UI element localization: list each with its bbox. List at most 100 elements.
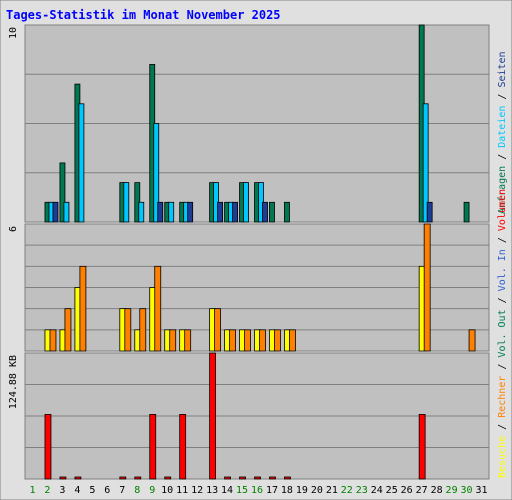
bar-seiten-day-9 [157,201,164,223]
bar-anfragen-day-17 [269,201,275,223]
panel-bottom: 124.88 KB [8,352,490,480]
legend-item-besuche: Besuche [497,436,508,478]
bar-volumen-day-4 [74,476,82,480]
x-label-day-25: 25 [386,485,398,496]
bar-volumen-day-11 [179,414,187,480]
x-axis-labels: 1 2 3 4 5 6 7 8 9 10 11 12 13 14 15 16 17 18 19 20 21 22 23 24 2… [29,485,487,496]
x-label-day-1: 1 [29,485,35,496]
y-axis-max-label: 6 [8,226,19,232]
series-besuche [44,265,426,352]
bar-rechner-day-8 [139,308,147,352]
bar-rechner-day-17 [274,329,281,352]
bar-anfragen-day-3 [59,162,66,223]
bar-rechner-day-18 [289,329,296,352]
panel-middle: 6 [8,223,490,352]
bar-dateien-day-9 [153,123,160,223]
legend-separator: / [497,88,508,106]
x-label-day-14: 14 [221,485,233,496]
legend-item-volumen: Volumen [497,189,508,231]
x-label-day-23: 23 [356,485,368,496]
series-volumen [44,352,426,480]
bar-rechner-day-14 [229,329,236,352]
bar-volumen-day-16 [254,476,261,480]
bar-rechner-day-11 [184,329,192,352]
x-label-day-8: 8 [134,485,140,496]
bar-dateien-day-8 [138,201,145,223]
x-label-day-2: 2 [44,485,50,496]
bar-rechner-day-10 [169,329,177,352]
bar-volumen-day-27 [418,414,426,480]
x-label-day-13: 13 [206,485,218,496]
x-label-day-18: 18 [281,485,293,496]
chart-panels: 10 6 124.88 KB [8,24,490,480]
x-label-day-3: 3 [59,485,65,496]
bar-dateien-day-27 [422,103,429,223]
x-label-day-4: 4 [74,485,80,496]
bar-rechner-day-3 [64,308,72,352]
x-label-day-5: 5 [89,485,95,496]
bar-rechner-day-9 [154,265,162,352]
legend-text: Anfragen / Dateien / Seiten [497,51,508,214]
legend-item-dateien: Dateien [497,106,508,148]
bar-volumen-day-3 [59,476,67,480]
bar-volumen-day-15 [239,476,246,480]
legend-group: Besuche / Rechner / Vol. Out / Vol. In /… [497,189,508,478]
bar-volumen-day-2 [44,414,52,480]
bar-volumen-day-14 [224,476,231,480]
x-label-day-6: 6 [104,485,110,496]
legend-separator: / [497,418,508,436]
series-dateien [48,103,429,223]
bar-rechner-day-2 [49,329,57,352]
bar-rechner-day-13 [214,308,222,352]
bar-volumen-day-17 [269,476,276,480]
x-label-day-27: 27 [416,485,428,496]
series-rechner [49,223,476,352]
bar-volumen-day-9 [149,414,157,480]
x-label-day-26: 26 [401,485,413,496]
x-label-day-7: 7 [119,485,125,496]
x-label-day-16: 16 [251,485,263,496]
bar-seiten-day-13 [217,201,224,223]
x-label-day-12: 12 [191,485,203,496]
y-axis-max-label: 124.88 KB [8,355,19,409]
bar-volumen-day-13 [209,352,217,480]
bar-anfragen-day-30 [463,201,470,223]
chart-title: Tages-Statistik im Monat November 2025 [6,8,281,22]
bar-seiten-day-11 [187,201,194,223]
bar-dateien-day-15 [243,182,249,223]
bar-seiten-day-16 [262,201,268,223]
bar-rechner-day-30 [468,329,476,352]
legend-item-rechner: Rechner [497,376,508,418]
x-label-day-31: 31 [475,485,487,496]
legend-item-seiten: Seiten [497,51,508,87]
x-label-day-24: 24 [371,485,383,496]
legend-separator: / [497,358,508,376]
bar-rechner-day-7 [124,308,132,352]
bar-volumen-day-10 [164,476,172,480]
bar-seiten-day-27 [426,201,433,223]
bar-rechner-day-27 [423,223,431,352]
x-label-day-19: 19 [296,485,308,496]
bar-anfragen-day-18 [284,201,290,223]
x-label-day-10: 10 [161,485,173,496]
legend-separator: / [497,231,508,249]
bar-dateien-day-7 [123,182,130,223]
panel-top: 10 [8,24,490,223]
x-label-day-11: 11 [176,485,188,496]
legend-group: Anfragen / Dateien / Seiten [497,51,508,214]
legend-item-vol-out: Vol. Out [497,309,508,357]
bar-dateien-day-3 [63,201,70,223]
bar-rechner-day-4 [79,265,87,352]
x-label-day-17: 17 [266,485,278,496]
legend-item-vol-in: Vol. In [497,249,508,291]
bar-dateien-day-10 [168,201,175,223]
bar-seiten-day-14 [232,201,238,223]
x-label-day-21: 21 [326,485,338,496]
legend-separator: / [497,291,508,309]
x-label-day-29: 29 [446,485,458,496]
x-label-day-9: 9 [149,485,155,496]
legend-item-anfragen: Anfragen [497,166,508,214]
bar-rechner-day-15 [244,329,251,352]
x-label-day-15: 15 [236,485,248,496]
